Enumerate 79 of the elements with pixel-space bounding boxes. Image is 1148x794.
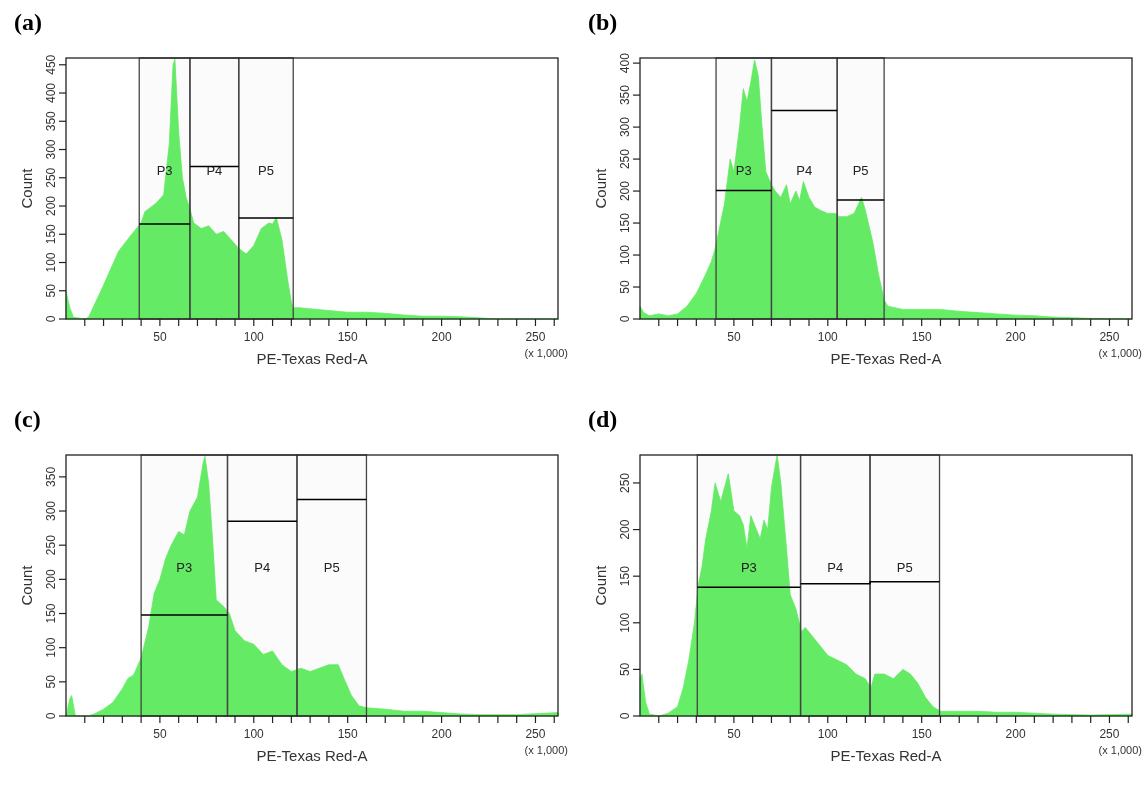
y-tick-label: 0	[618, 315, 632, 323]
y-tick-label: 350	[44, 110, 58, 132]
y-tick-label: 100	[44, 252, 58, 273]
y-tick-label: 100	[44, 637, 58, 658]
y-tick-label: 250	[44, 534, 58, 556]
y-axis-title: Count	[592, 167, 609, 209]
y-tick-label: 300	[44, 139, 58, 160]
x-tick-label: 250	[1099, 727, 1120, 741]
band-label: P5	[896, 560, 913, 576]
y-tick-label: 250	[618, 472, 632, 493]
chart-title: (d)	[588, 406, 618, 432]
y-tick-label: 200	[618, 180, 632, 202]
y-tick-label: 150	[618, 565, 632, 587]
y-axis-title: Count	[18, 564, 35, 606]
chart-title: (b)	[588, 9, 618, 35]
text: (x 1,000)	[1098, 744, 1142, 756]
y-tick-label: 0	[44, 712, 58, 720]
y-tick-label: 100	[618, 244, 632, 266]
y-tick-label: 250	[618, 148, 632, 170]
x-tick-label: 150	[337, 330, 359, 344]
y-tick-label: 150	[44, 223, 58, 245]
x-tick-label: 250	[525, 727, 546, 741]
x-tick-label: 150	[911, 330, 933, 344]
band-label: P5	[258, 163, 274, 179]
band-label: P3	[176, 560, 193, 576]
y-tick-label: 450	[44, 54, 58, 75]
y-axis-title: Count	[18, 167, 35, 209]
x-tick-label: 100	[243, 727, 265, 741]
x-axis-title: PE-Texas Red-A	[256, 350, 368, 367]
y-tick-label: 200	[44, 195, 58, 217]
x-tick-label: 100	[817, 330, 839, 344]
chart-title: (a)	[14, 9, 42, 35]
y-tick-label: 50	[44, 283, 58, 298]
x-tick-label: 50	[727, 330, 741, 344]
y-tick-label: 0	[618, 712, 632, 720]
text: (x 1,000)	[524, 744, 568, 756]
x-axis-title: PE-Texas Red-A	[830, 747, 942, 764]
x-tick-label: 200	[1005, 330, 1026, 344]
x-tick-label: 250	[1099, 330, 1120, 344]
x-tick-label: 200	[431, 330, 452, 344]
y-tick-label: 200	[618, 519, 632, 540]
y-tick-label: 350	[44, 466, 58, 487]
y-tick-label: 350	[618, 84, 632, 106]
band-label: P4	[796, 163, 813, 179]
band-label: P3	[735, 163, 752, 179]
x-tick-label: 250	[525, 330, 546, 344]
y-tick-label: 0	[44, 315, 58, 323]
x-tick-label: 50	[153, 727, 167, 741]
y-tick-label: 150	[44, 603, 58, 624]
x-tick-label: 150	[337, 727, 359, 741]
x-axis-title: PE-Texas Red-A	[830, 350, 942, 367]
y-tick-label: 200	[44, 569, 58, 590]
y-tick-label: 50	[618, 662, 632, 677]
y-tick-label: 300	[44, 500, 58, 522]
y-tick-label: 250	[44, 167, 58, 188]
band-label: P3	[740, 560, 757, 576]
x-tick-label: 100	[817, 727, 839, 741]
x-tick-label: 100	[243, 330, 265, 344]
text: (x 1,000)	[524, 347, 568, 359]
y-tick-label: 50	[44, 674, 58, 689]
band-label: P4	[254, 560, 271, 576]
band-label: P5	[852, 163, 869, 179]
band-label: P5	[323, 560, 340, 576]
y-tick-label: 300	[618, 116, 632, 138]
y-tick-label: 50	[618, 280, 632, 294]
y-axis-title: Count	[592, 564, 609, 606]
y-tick-label: 100	[618, 612, 632, 633]
x-tick-label: 50	[727, 727, 741, 741]
x-axis-title: PE-Texas Red-A	[256, 747, 368, 764]
x-tick-label: 200	[1005, 727, 1026, 741]
band-label: P4	[827, 560, 844, 576]
chart-title: (c)	[14, 406, 41, 432]
x-tick-label: 150	[911, 727, 933, 741]
x-tick-label: 200	[431, 727, 452, 741]
text: (x 1,000)	[1098, 347, 1142, 359]
y-tick-label: 400	[44, 82, 58, 104]
y-tick-label: 150	[618, 212, 632, 234]
y-tick-label: 400	[618, 52, 632, 74]
x-tick-label: 50	[153, 330, 167, 344]
